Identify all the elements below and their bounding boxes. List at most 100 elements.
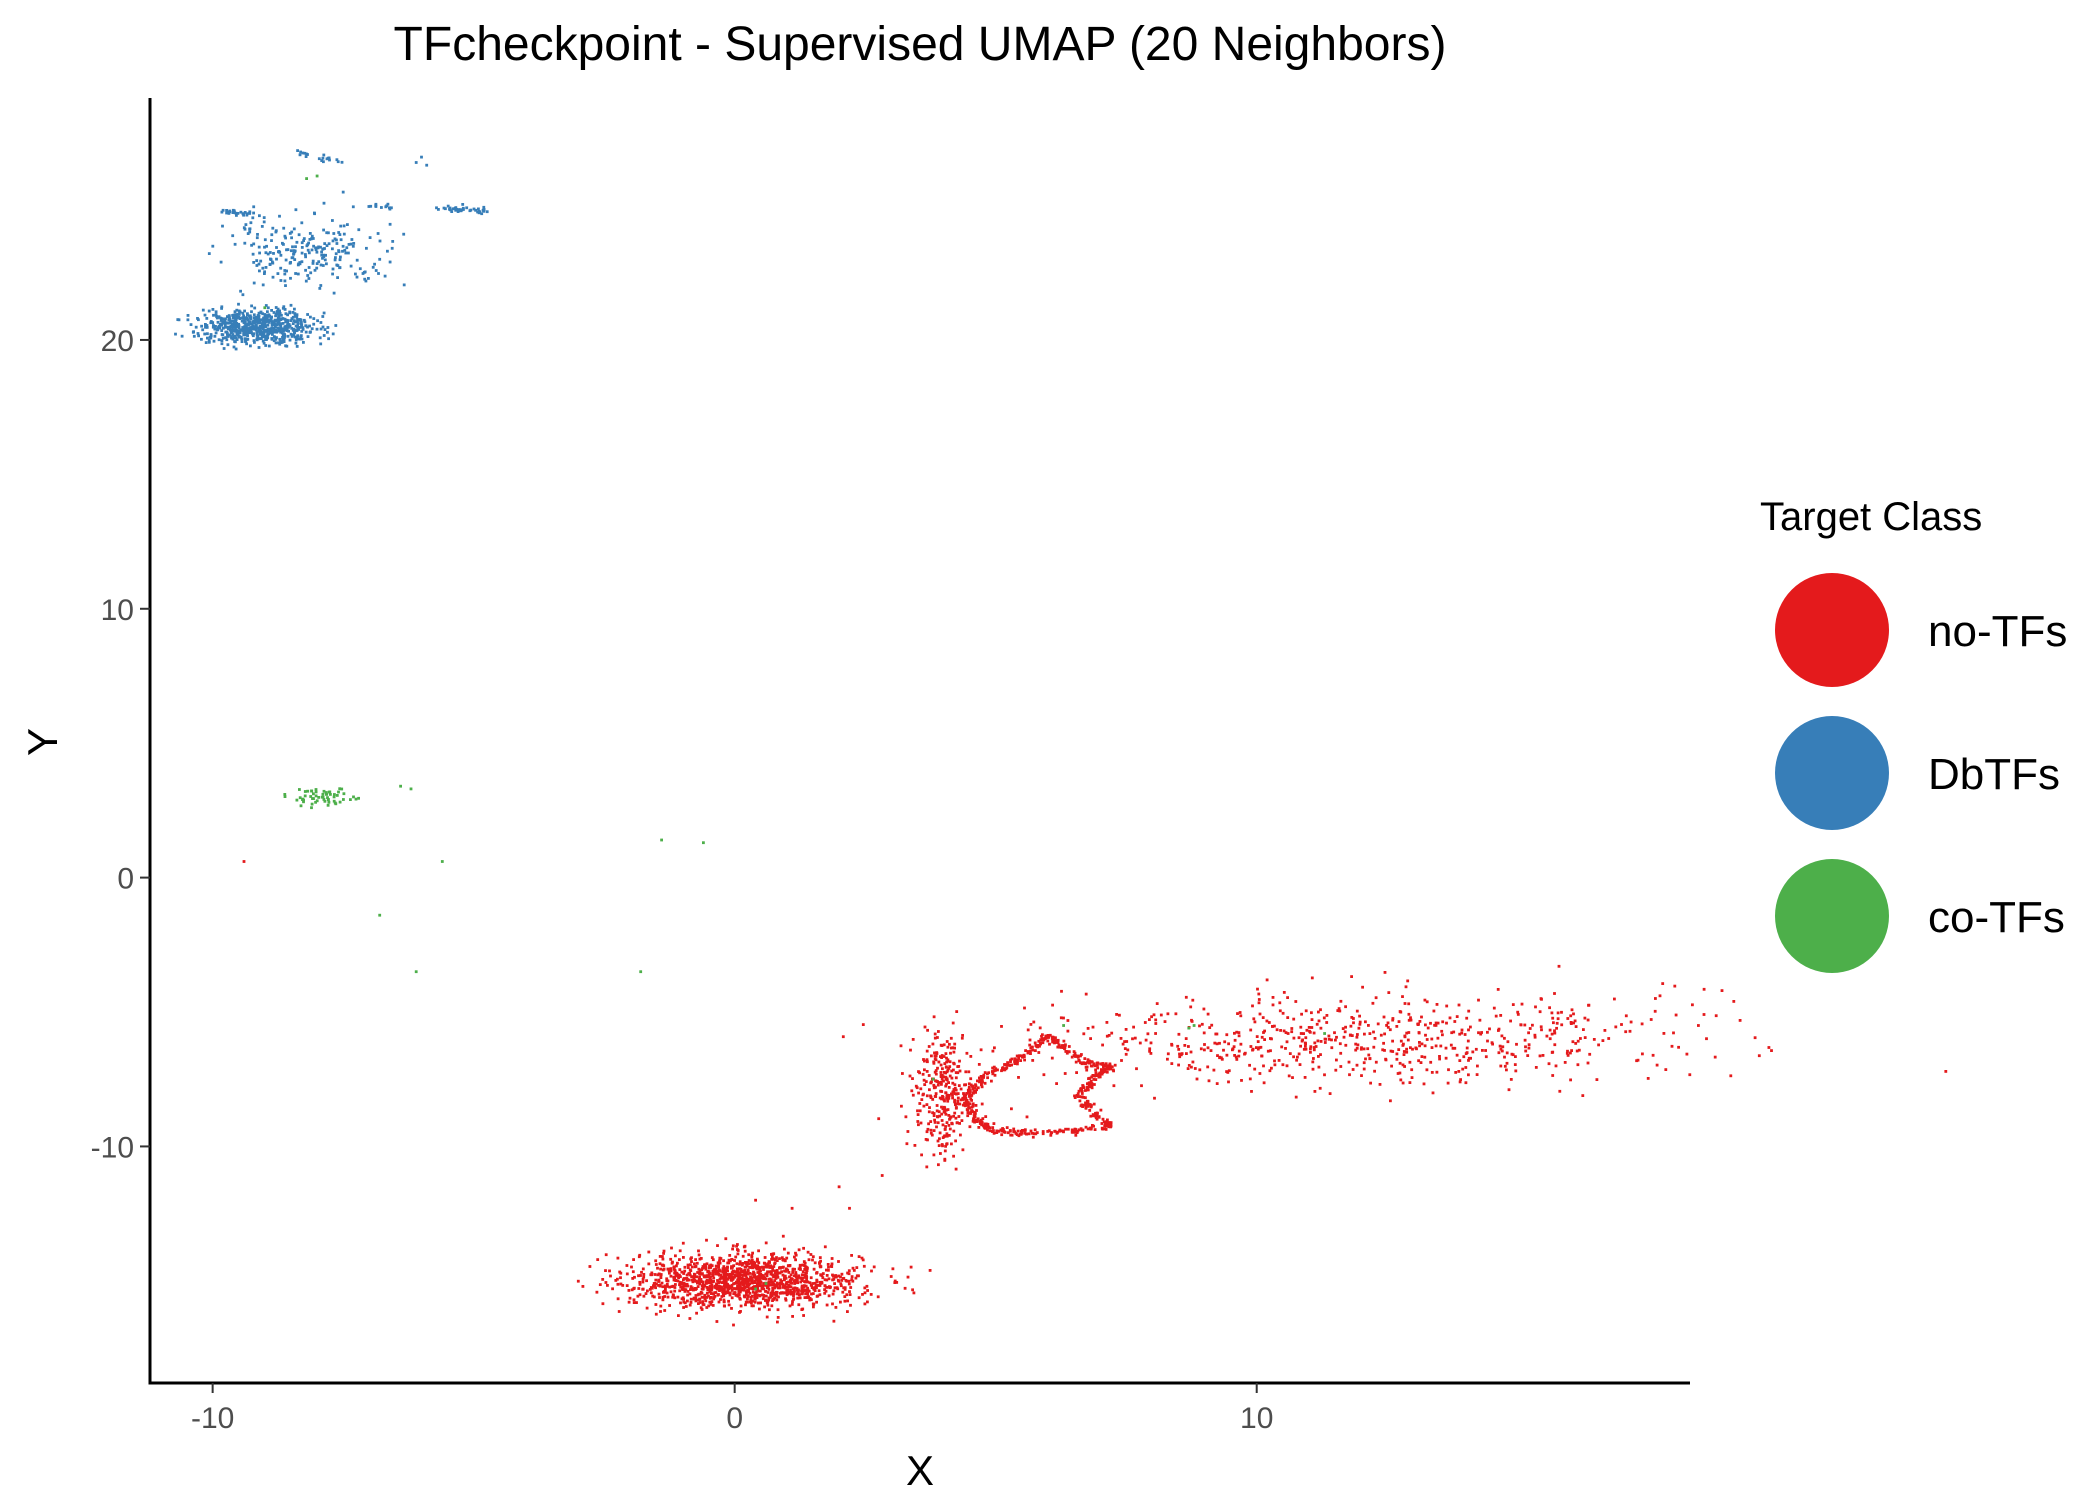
data-point [966, 1088, 970, 1092]
data-point [214, 325, 217, 328]
data-point [1253, 1020, 1257, 1024]
data-point [929, 1128, 933, 1132]
data-point [934, 1054, 938, 1058]
data-point [1438, 1057, 1441, 1061]
data-point [766, 1282, 770, 1285]
data-point [945, 1060, 948, 1064]
data-point [917, 1070, 920, 1073]
data-point [748, 1266, 751, 1269]
data-point [206, 332, 209, 336]
data-point [1653, 1009, 1657, 1013]
data-point [712, 1296, 716, 1299]
data-point [872, 1265, 876, 1269]
data-point [800, 1279, 804, 1282]
data-point [312, 322, 316, 326]
data-point [720, 1288, 724, 1292]
data-point [286, 248, 290, 251]
data-point [1016, 1058, 1019, 1062]
data-point [226, 210, 229, 214]
data-point [283, 279, 287, 283]
data-point [972, 1087, 975, 1090]
data-point [1064, 1127, 1067, 1131]
data-point [196, 317, 199, 320]
data-point [805, 1276, 809, 1279]
data-point [1374, 996, 1378, 1000]
data-point [749, 1266, 753, 1269]
data-point [237, 302, 240, 306]
data-point [231, 211, 235, 214]
data-point [698, 1272, 701, 1275]
data-point [351, 205, 355, 209]
data-point [1395, 1057, 1399, 1061]
data-point [800, 1284, 804, 1288]
data-point [1088, 1084, 1092, 1088]
data-point [947, 1067, 951, 1070]
data-point [598, 1283, 602, 1286]
data-point [255, 333, 259, 337]
data-point [300, 251, 304, 255]
data-point [219, 316, 223, 320]
data-point [926, 1060, 929, 1064]
data-point [253, 316, 256, 320]
data-point [757, 1249, 760, 1253]
data-point [1528, 1027, 1532, 1030]
data-point [290, 236, 293, 240]
data-point [338, 258, 342, 262]
data-point [801, 1270, 805, 1274]
data-point [335, 158, 339, 162]
data-point [1067, 1050, 1071, 1054]
data-point [221, 208, 225, 212]
data-point [710, 1256, 714, 1259]
data-point [1115, 1013, 1118, 1016]
data-point [268, 263, 272, 266]
data-point [1105, 1034, 1109, 1038]
data-point [716, 1279, 719, 1282]
data-point [1389, 1099, 1392, 1103]
data-point [1166, 1012, 1170, 1016]
data-point [205, 326, 209, 329]
data-point [300, 337, 304, 341]
data-point [801, 1292, 804, 1296]
data-point [323, 799, 327, 803]
data-point [204, 341, 208, 344]
data-point [1548, 1028, 1552, 1032]
data-point [1548, 1006, 1551, 1010]
data-point [766, 1270, 769, 1274]
data-point [1455, 1015, 1459, 1018]
data-point [938, 1137, 941, 1141]
data-point [954, 1102, 957, 1106]
data-point [319, 342, 323, 346]
data-point [260, 333, 263, 336]
data-point [1054, 1040, 1058, 1043]
data-point [209, 333, 213, 336]
data-point [296, 149, 299, 152]
data-point [323, 258, 327, 262]
data-point [1524, 1049, 1528, 1053]
data-point [785, 1281, 789, 1284]
data-point [975, 1118, 978, 1122]
data-point [833, 1282, 836, 1285]
data-point [1277, 1059, 1281, 1062]
data-point [1271, 996, 1275, 999]
data-point [774, 1290, 778, 1294]
data-point [834, 1275, 838, 1279]
data-point [944, 1075, 948, 1079]
data-point [801, 1288, 804, 1292]
data-point [310, 248, 314, 252]
data-point [987, 1126, 991, 1129]
data-point [972, 1091, 975, 1095]
data-point [278, 214, 281, 218]
data-point [309, 795, 313, 798]
data-point [851, 1266, 855, 1270]
data-point [211, 325, 215, 329]
data-point [1672, 1031, 1675, 1035]
data-point [1273, 1063, 1277, 1067]
data-point [1299, 1044, 1302, 1048]
y-tick-label: 10 [101, 594, 134, 627]
data-point [270, 328, 273, 332]
data-point [751, 1263, 755, 1266]
data-point [1429, 1021, 1432, 1025]
data-point [271, 323, 274, 327]
data-point [639, 970, 643, 974]
data-point [276, 307, 280, 311]
